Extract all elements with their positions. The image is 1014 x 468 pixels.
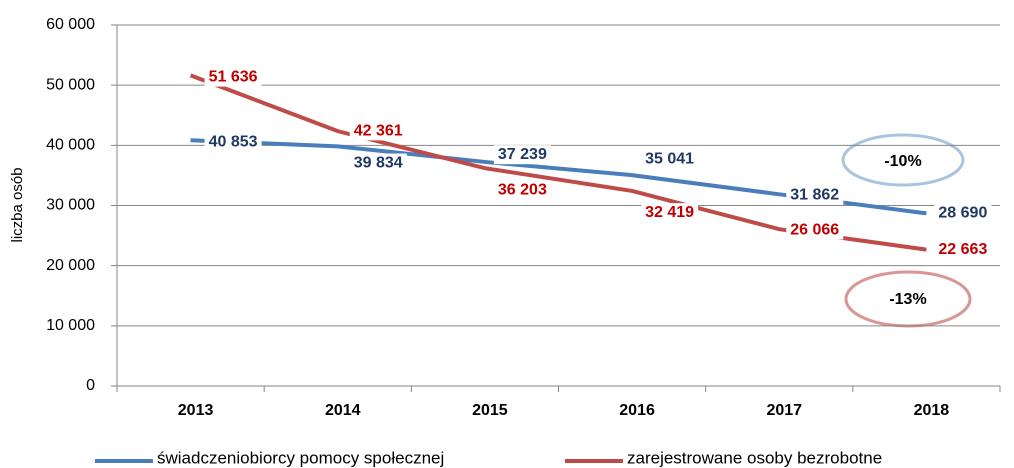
label-bg <box>934 203 992 223</box>
annotation: -13% <box>889 291 926 308</box>
data-label: 37 239 <box>498 146 547 163</box>
y-tick-label: 40 000 <box>46 137 95 154</box>
x-tick-label: 2017 <box>766 402 802 419</box>
data-label: 36 203 <box>498 181 547 198</box>
label-bg <box>493 145 551 165</box>
label-bg <box>204 132 262 152</box>
data-label: 22 663 <box>938 241 987 258</box>
y-tick-label: 10 000 <box>46 317 95 334</box>
data-label: 28 690 <box>938 205 987 222</box>
data-label: 39 834 <box>354 155 403 172</box>
label-bg <box>204 67 262 87</box>
label-bg <box>349 153 407 173</box>
label-bg <box>786 220 844 240</box>
data-label: 40 853 <box>209 133 258 150</box>
data-label: 51 636 <box>209 69 258 86</box>
annotation: -10% <box>884 153 921 170</box>
data-label: 35 041 <box>645 150 694 167</box>
legend-label: zarejestrowane osoby bezrobotne <box>627 448 882 467</box>
x-tick-label: 2016 <box>619 402 655 419</box>
label-bg <box>786 185 844 205</box>
x-tick-label: 2013 <box>178 402 214 419</box>
y-tick-label: 30 000 <box>46 197 95 214</box>
x-tick-label: 2018 <box>914 402 950 419</box>
annotation-ellipse <box>841 133 965 187</box>
label-bg <box>934 239 992 259</box>
y-tick-label: 20 000 <box>46 257 95 274</box>
data-label: 32 419 <box>645 204 694 221</box>
label-bg <box>641 149 699 169</box>
y-axis-label: liczba osób <box>9 167 26 242</box>
y-tick-label: 50 000 <box>46 76 95 93</box>
legend-label: świadczeniobiorcy pomocy społecznej <box>157 448 444 467</box>
x-tick-label: 2014 <box>325 402 361 419</box>
y-tick-label: 60 000 <box>46 16 95 33</box>
data-label: 42 361 <box>354 122 403 139</box>
x-tick-label: 2015 <box>472 402 508 419</box>
y-tick-label: 0 <box>86 377 95 394</box>
data-label: 31 862 <box>790 187 839 204</box>
label-bg <box>493 180 551 200</box>
data-label: 26 066 <box>790 221 839 238</box>
label-bg <box>349 121 407 141</box>
label-bg <box>641 203 699 223</box>
